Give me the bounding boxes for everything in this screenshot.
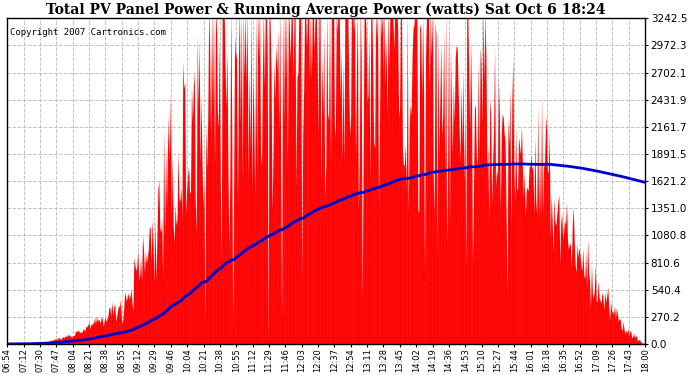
Title: Total PV Panel Power & Running Average Power (watts) Sat Oct 6 18:24: Total PV Panel Power & Running Average P… <box>46 3 606 17</box>
Text: Copyright 2007 Cartronics.com: Copyright 2007 Cartronics.com <box>10 28 166 37</box>
